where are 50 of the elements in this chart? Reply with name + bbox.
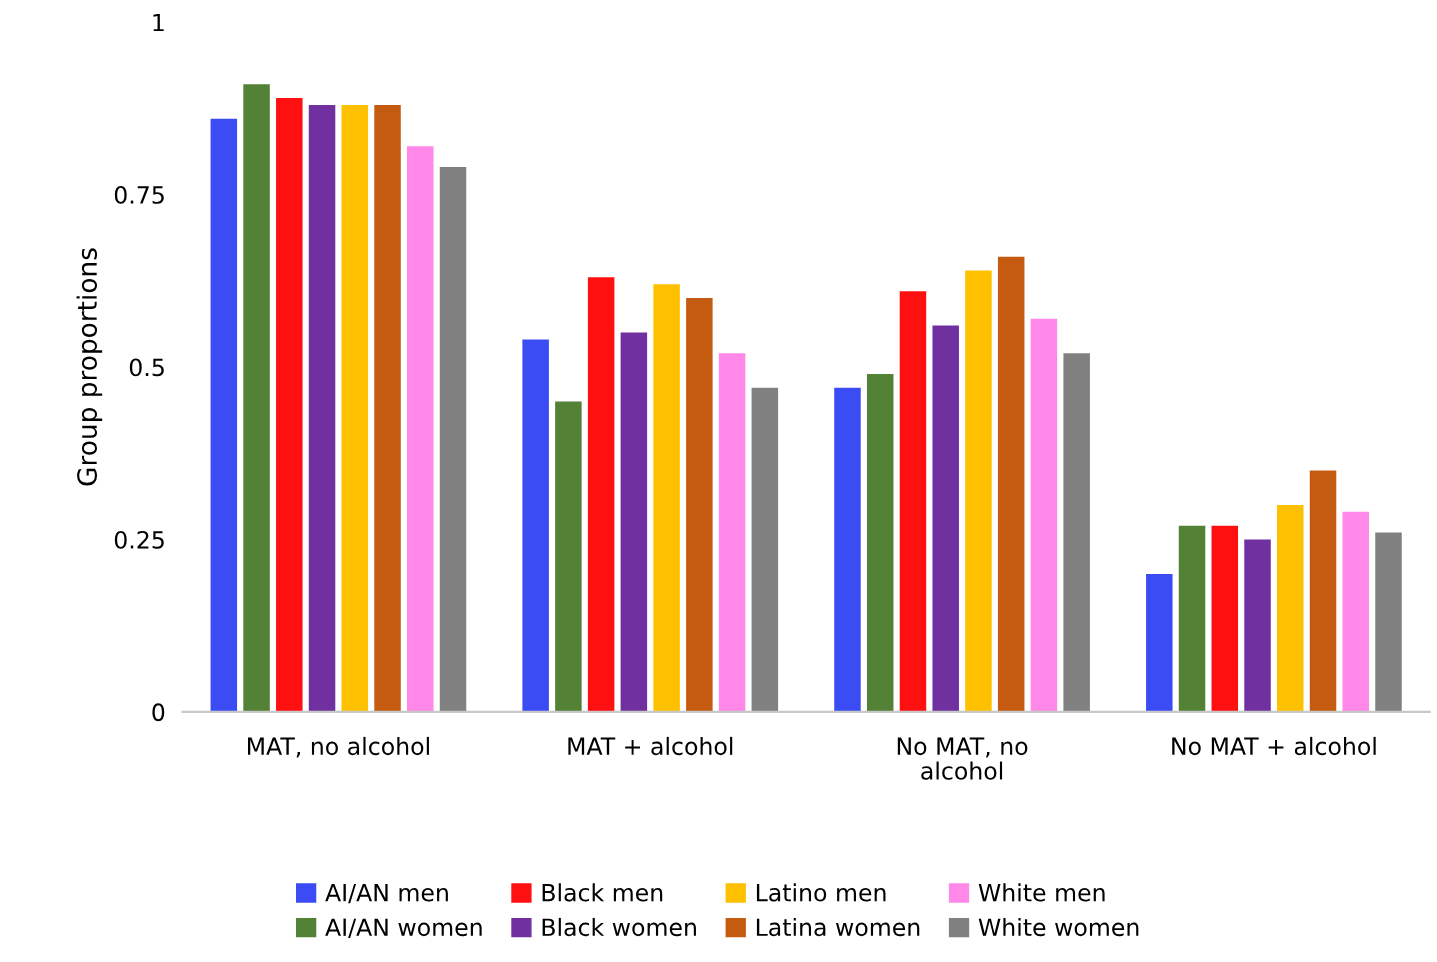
bar (1211, 525, 1239, 712)
y-tick-label: 0.5 (129, 358, 164, 377)
bar (834, 387, 861, 712)
bar (997, 256, 1025, 712)
legend-label: Black men (542, 883, 663, 902)
bar (751, 387, 779, 712)
x-tick-label: MAT + alcohol (568, 736, 733, 756)
bar (407, 146, 434, 712)
bar (243, 84, 270, 712)
bar (522, 339, 549, 712)
y-tick-label: 0 (152, 703, 165, 722)
bar (718, 353, 746, 712)
bar (1063, 353, 1090, 712)
x-tick-label: No MAT, no alcohol (897, 737, 1028, 780)
bar (1277, 504, 1304, 712)
legend-label: White women (978, 917, 1139, 937)
y-tick-label: 0.25 (114, 530, 164, 549)
bar (965, 270, 992, 712)
legend-label: AI/AN women (325, 918, 482, 939)
bar (1030, 318, 1058, 712)
bar (1178, 525, 1206, 712)
bar (932, 325, 959, 712)
legend-label: Latino men (756, 883, 886, 902)
legend-label: Latina women (756, 917, 920, 937)
bar (1309, 470, 1337, 712)
bar (866, 373, 894, 712)
y-tick-label: 1 (153, 13, 164, 32)
bar (210, 118, 238, 712)
bar (1342, 511, 1370, 712)
bar (686, 298, 713, 712)
y-axis-title: Group proportions (76, 248, 103, 486)
bar (899, 291, 927, 712)
bar (1244, 539, 1271, 712)
bar (308, 104, 336, 712)
bar (276, 98, 303, 712)
bar (341, 104, 369, 712)
y-tick-label: 0.75 (114, 186, 164, 204)
legend-label: AI/AN men (325, 883, 448, 904)
legend-label: Black women (542, 917, 696, 937)
bar (439, 166, 467, 712)
bar (1375, 532, 1402, 712)
bar (620, 332, 648, 712)
legend-label: White men (978, 883, 1105, 902)
bar (1146, 573, 1173, 712)
bar (374, 104, 401, 712)
x-tick-label: MAT, no alcohol (248, 736, 429, 758)
bar (587, 277, 615, 712)
bar (653, 284, 680, 712)
x-tick-label: No MAT + alcohol (1172, 736, 1376, 756)
bar (555, 401, 582, 712)
